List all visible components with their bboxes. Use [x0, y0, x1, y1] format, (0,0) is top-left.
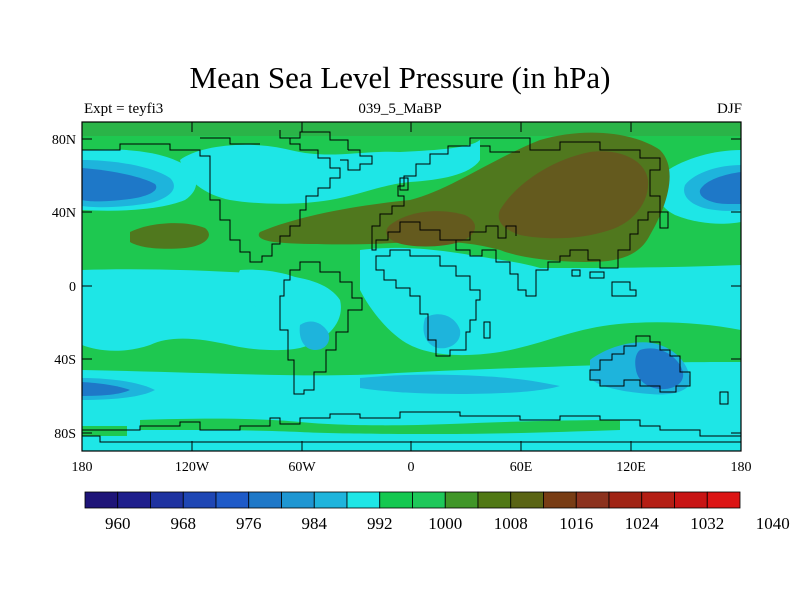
contour-low-pacific-west-core	[82, 168, 157, 202]
lon-label-0: 0	[408, 460, 415, 475]
colorbar-label: 984	[302, 514, 328, 533]
coastline-siberia-north	[480, 145, 520, 153]
contour-high-pacific	[130, 223, 209, 249]
contour-cyan-north-atlantic	[180, 140, 480, 204]
coastline-iceland	[340, 149, 373, 171]
colorbar-swatch	[575, 491, 610, 509]
colorbar-labels: 960 968 976 984 992 1000 1008 1016 1024 1032 1040	[105, 514, 790, 533]
coastline-japan	[659, 211, 669, 229]
colorbar	[84, 491, 741, 509]
colorbar-swatch	[117, 491, 151, 509]
lat-label-40s: 40S	[54, 353, 76, 368]
contour-high-eurasia-inner	[498, 151, 649, 239]
contour-blue-southern-belt	[360, 374, 560, 394]
latitude-axis	[82, 138, 741, 434]
contour-green-antarctic-strip	[140, 418, 620, 434]
colorbar-swatch	[379, 491, 413, 509]
colorbar-swatch	[248, 491, 282, 509]
colorbar-swatch	[477, 491, 512, 509]
coastline-australia	[589, 335, 691, 393]
coastline-antarctic-peninsula	[82, 435, 741, 443]
colorbar-label: 1016	[559, 514, 593, 533]
colorbar-label: 960	[105, 514, 131, 533]
colorbar-swatch	[182, 491, 217, 509]
colorbar-swatch	[150, 491, 184, 509]
colorbar-swatch	[641, 491, 675, 509]
contour-low-south-pacific-core	[635, 348, 684, 390]
lat-label-80n: 80N	[52, 133, 76, 148]
coastline-madagascar	[483, 321, 491, 339]
lon-label-180e: 180	[731, 460, 752, 475]
contour-deep-southwest	[82, 382, 130, 396]
colorbar-label: 992	[367, 514, 393, 533]
coastline-arabia-india	[456, 225, 517, 241]
colorbar-label: 1032	[690, 514, 724, 533]
colorbar-swatch	[706, 491, 741, 509]
lat-label-80s: 80S	[54, 427, 76, 442]
colorbar-label: 1008	[494, 514, 528, 533]
contour-low-pacific-east-core	[699, 172, 741, 204]
lon-label-60e: 60E	[510, 460, 533, 475]
colorbar-label: 1040	[756, 514, 790, 533]
lat-label-0: 0	[69, 280, 76, 295]
colorbar-swatch	[674, 491, 708, 509]
coastline-greenland	[280, 131, 349, 150]
colorbar-swatch	[608, 491, 643, 509]
coastlines	[82, 130, 741, 443]
colorbar-swatch	[281, 491, 315, 509]
colorbar-swatch	[313, 491, 348, 509]
contour-green-antarctic-southwest	[82, 426, 127, 436]
latitude-labels: 80N 40N 0 40S 80S	[52, 133, 76, 442]
longitude-labels: 180 120W 60W 0 60E 120E 180	[72, 460, 752, 475]
colorbar-swatch	[215, 491, 250, 509]
contour-high-central-asia	[386, 211, 476, 247]
coastline-north-america	[82, 130, 341, 263]
coastline-uk	[399, 177, 409, 191]
lat-label-40n: 40N	[52, 206, 76, 221]
lon-label-120e: 120E	[616, 460, 646, 475]
colorbar-swatch	[510, 491, 544, 509]
colorbar-label: 976	[236, 514, 262, 533]
colorbar-swatch	[543, 491, 577, 509]
coastline-arctic-islands	[200, 137, 260, 145]
coastline-new-zealand	[719, 391, 729, 405]
map-title: Mean Sea Level Pressure (in hPa)	[189, 60, 611, 95]
contour-layer	[82, 122, 741, 451]
colorbar-label: 968	[171, 514, 197, 533]
coastline-south-america	[279, 261, 363, 395]
longitude-axis	[81, 122, 742, 451]
coastline-antarctica	[82, 411, 741, 437]
lon-label-60w: 60W	[288, 460, 316, 475]
lon-label-180w: 180	[72, 460, 93, 475]
colorbar-swatch	[346, 491, 381, 509]
experiment-label: Expt = teyfi3	[84, 101, 164, 117]
coastline-europe-asia	[371, 137, 661, 297]
contour-low-south-america	[299, 321, 330, 350]
coastline-indonesia	[571, 269, 637, 297]
colorbar-swatch	[444, 491, 479, 509]
time-period-label: 039_5_MaBP	[358, 101, 442, 117]
season-label: DJF	[716, 101, 742, 117]
colorbar-label: 1024	[625, 514, 660, 533]
colorbar-swatch	[84, 491, 119, 509]
coastline-africa	[375, 249, 481, 357]
colorbar-swatch	[412, 491, 446, 509]
colorbar-label: 1000	[428, 514, 462, 533]
lon-label-120w: 120W	[175, 460, 210, 475]
